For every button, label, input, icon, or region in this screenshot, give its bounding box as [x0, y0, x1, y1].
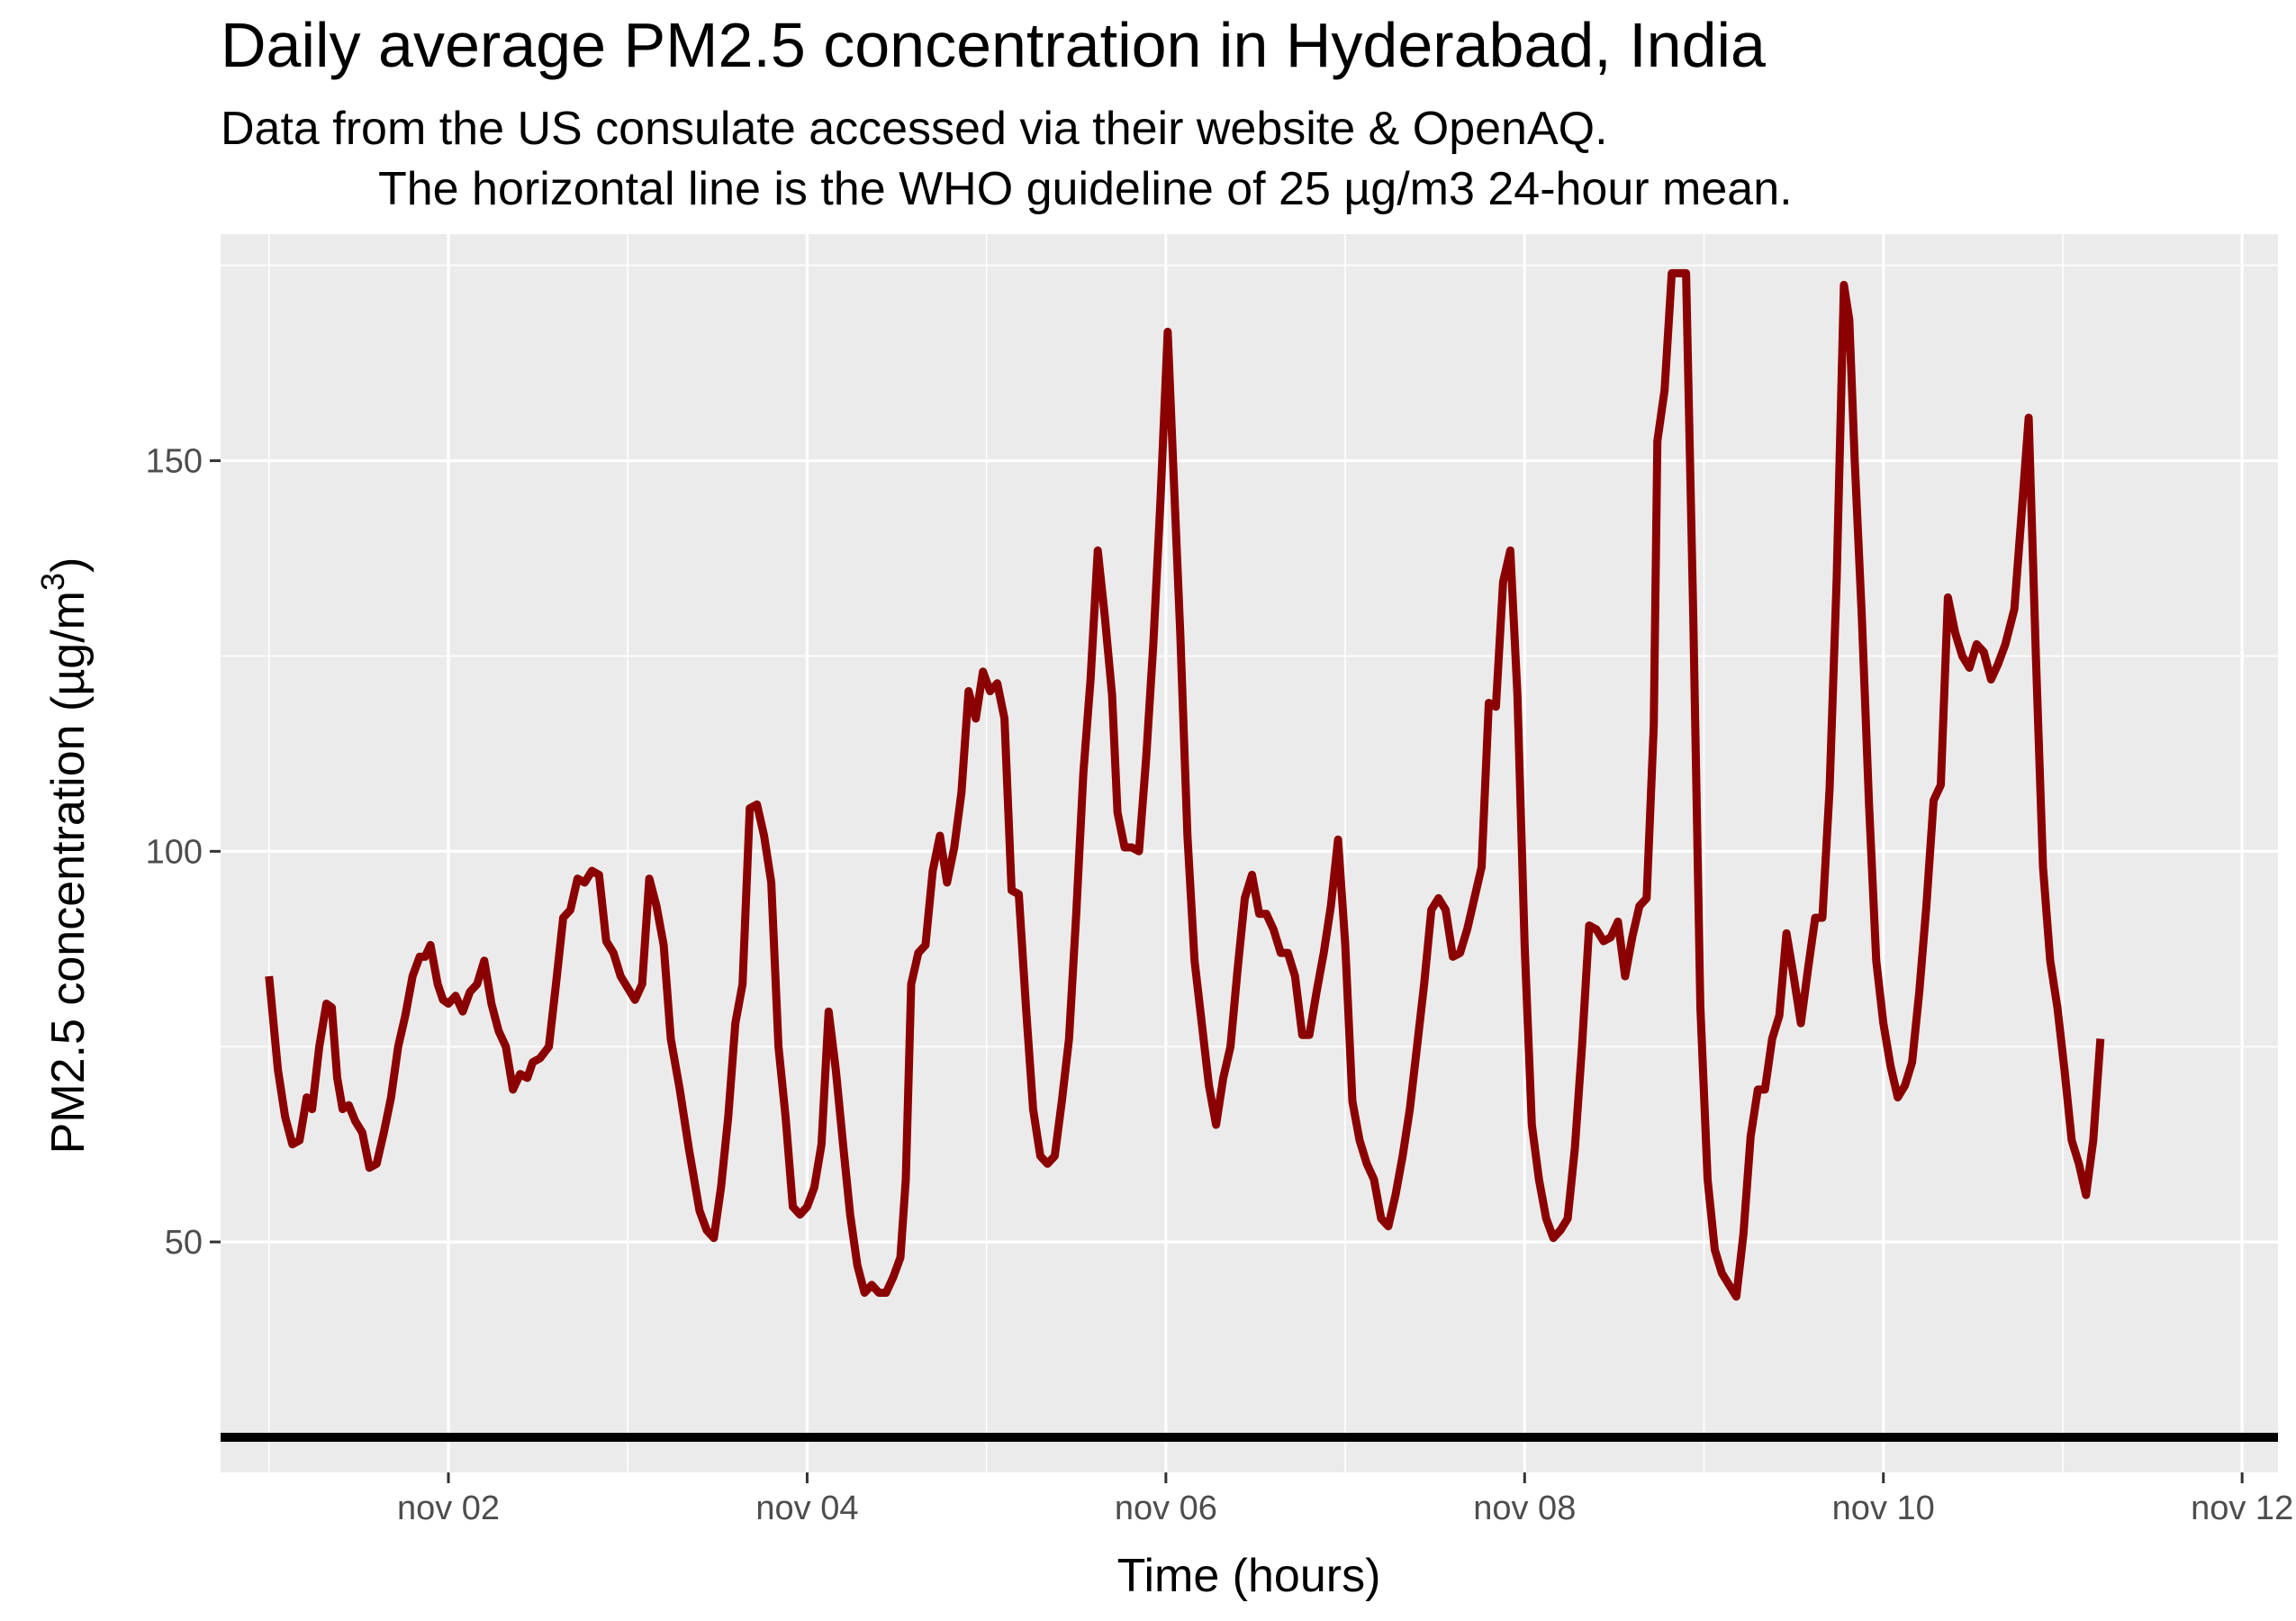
plot-panel	[221, 234, 2278, 1472]
x-axis-title: Time (hours)	[1117, 1550, 1381, 1602]
y-tick-label: 100	[146, 833, 203, 871]
x-tick-label: nov 10	[1832, 1490, 1935, 1527]
series-group	[265, 268, 2105, 1301]
y-axis-title-close: )	[42, 557, 95, 573]
x-axis-ticks: nov 02 nov 04 nov 06 nov 08 nov 10 nov 12	[397, 1472, 2293, 1527]
x-tick-label: nov 04	[755, 1490, 858, 1527]
x-tick-label: nov 06	[1115, 1490, 1217, 1527]
chart-subtitle-line-2: The horizontal line is the WHO guideline…	[378, 163, 1793, 215]
y-axis-title-main: PM2.5 concentration (µg/m	[42, 591, 95, 1154]
y-tick-label: 50	[165, 1224, 203, 1262]
series-line-0	[265, 268, 2105, 1301]
y-axis-title: PM2.5 concentration (µg/m3)	[34, 557, 95, 1155]
y-tick-label: 150	[146, 443, 203, 481]
chart-subtitle-line-1: Data from the US consulate accessed via …	[221, 103, 1608, 155]
x-tick-label: nov 12	[2191, 1490, 2293, 1527]
chart-title: Daily average PM2.5 concentration in Hyd…	[221, 10, 1766, 80]
chart-titles: Daily average PM2.5 concentration in Hyd…	[221, 10, 1793, 215]
y-axis-title-superscript: 3	[34, 573, 71, 591]
y-axis-ticks: 50 100 150	[146, 443, 221, 1262]
x-tick-label: nov 02	[397, 1490, 500, 1527]
x-tick-label: nov 08	[1473, 1490, 1576, 1527]
